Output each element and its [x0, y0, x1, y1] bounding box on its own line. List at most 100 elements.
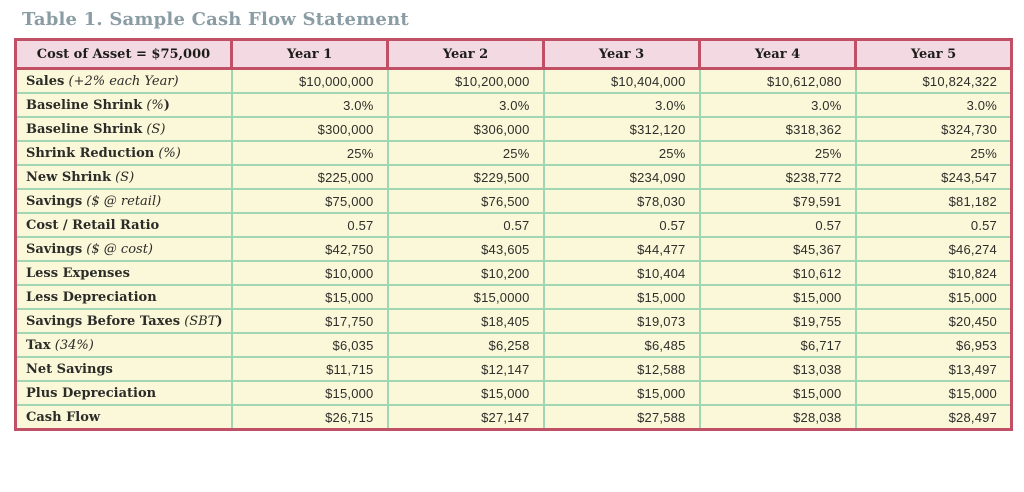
row-label: Savings ($ @ retail) — [14, 188, 233, 214]
cell-value: $10,824,322 — [854, 67, 1013, 94]
cell-value: $243,547 — [854, 164, 1013, 190]
header-cell-cost-of-asset: Cost of Asset = $75,000 — [14, 38, 233, 70]
cell-value: $28,497 — [854, 404, 1013, 431]
cell-value: $10,000,000 — [230, 67, 389, 94]
row-label: New Shrink (S) — [14, 164, 233, 190]
cell-value: $15,000 — [542, 284, 701, 310]
cell-value: $10,404 — [542, 260, 701, 286]
cell-value: $15,000 — [230, 380, 389, 406]
row-label: Cost / Retail Ratio — [14, 212, 233, 238]
cell-value: $10,200 — [386, 260, 545, 286]
cell-value: $12,588 — [542, 356, 701, 382]
cell-value: $15,000 — [698, 284, 857, 310]
cell-value: $28,038 — [698, 404, 857, 431]
cell-value: $6,485 — [542, 332, 701, 358]
cell-value: $45,367 — [698, 236, 857, 262]
row-label: Plus Depreciation — [14, 380, 233, 406]
header-cell-year-2: Year 2 — [386, 38, 545, 70]
cell-value: $19,073 — [542, 308, 701, 334]
cell-value: $79,591 — [698, 188, 857, 214]
table-body: Sales (+2% each Year) $10,000,000 $10,20… — [14, 67, 1013, 431]
row-label: Savings ($ @ cost) — [14, 236, 233, 262]
cell-value: $10,612 — [698, 260, 857, 286]
cell-value: 3.0% — [854, 92, 1013, 118]
cell-value: $15,0000 — [386, 284, 545, 310]
cell-value: $27,588 — [542, 404, 701, 431]
cell-value: $238,772 — [698, 164, 857, 190]
cell-value: $46,274 — [854, 236, 1013, 262]
cell-value: $6,035 — [230, 332, 389, 358]
table-row-plus-depreciation: Plus Depreciation $15,000 $15,000 $15,00… — [14, 380, 1013, 406]
cell-value: $78,030 — [542, 188, 701, 214]
cell-value: $13,497 — [854, 356, 1013, 382]
header-cell-year-3: Year 3 — [542, 38, 701, 70]
cell-value: $312,120 — [542, 116, 701, 142]
cell-value: $81,182 — [854, 188, 1013, 214]
cell-value: $42,750 — [230, 236, 389, 262]
cell-value: 0.57 — [698, 212, 857, 238]
cell-value: 25% — [854, 140, 1013, 166]
header-cell-year-4: Year 4 — [698, 38, 857, 70]
table-header: Cost of Asset = $75,000 Year 1 Year 2 Ye… — [14, 38, 1013, 70]
row-label: Tax (34%) — [14, 332, 233, 358]
cell-value: 3.0% — [542, 92, 701, 118]
cell-value: $15,000 — [854, 284, 1013, 310]
cell-value: 3.0% — [698, 92, 857, 118]
row-label: Baseline Shrink (S) — [14, 116, 233, 142]
cell-value: $10,824 — [854, 260, 1013, 286]
page-title: Table 1. Sample Cash Flow Statement — [22, 9, 409, 30]
cell-value: 25% — [698, 140, 857, 166]
table-row-savings-before-taxes: Savings Before Taxes (SBT) $17,750 $18,4… — [14, 308, 1013, 334]
cell-value: $17,750 — [230, 308, 389, 334]
table-row-net-savings: Net Savings $11,715 $12,147 $12,588 $13,… — [14, 356, 1013, 382]
header-cell-year-5: Year 5 — [854, 38, 1013, 70]
cell-value: $27,147 — [386, 404, 545, 431]
cell-value: $6,258 — [386, 332, 545, 358]
table-row-less-depreciation: Less Depreciation $15,000 $15,0000 $15,0… — [14, 284, 1013, 310]
header-row: Cost of Asset = $75,000 Year 1 Year 2 Ye… — [14, 38, 1013, 70]
cell-value: $18,405 — [386, 308, 545, 334]
cell-value: $10,612,080 — [698, 67, 857, 94]
cell-value: $19,755 — [698, 308, 857, 334]
cell-value: 25% — [386, 140, 545, 166]
cell-value: $324,730 — [854, 116, 1013, 142]
table-row-shrink-reduction: Shrink Reduction (%) 25% 25% 25% 25% 25% — [14, 140, 1013, 166]
row-label: Shrink Reduction (%) — [14, 140, 233, 166]
cell-value: $11,715 — [230, 356, 389, 382]
cell-value: $318,362 — [698, 116, 857, 142]
cell-value: 0.57 — [230, 212, 389, 238]
cell-value: $6,717 — [698, 332, 857, 358]
cell-value: $15,000 — [230, 284, 389, 310]
table-row-savings-cost: Savings ($ @ cost) $42,750 $43,605 $44,4… — [14, 236, 1013, 262]
table-row-new-shrink: New Shrink (S) $225,000 $229,500 $234,09… — [14, 164, 1013, 190]
cell-value: $15,000 — [542, 380, 701, 406]
row-label: Net Savings — [14, 356, 233, 382]
table-row-less-expenses: Less Expenses $10,000 $10,200 $10,404 $1… — [14, 260, 1013, 286]
row-label: Less Expenses — [14, 260, 233, 286]
table-row-baseline-shrink-dollars: Baseline Shrink (S) $300,000 $306,000 $3… — [14, 116, 1013, 142]
row-label: Sales (+2% each Year) — [14, 67, 233, 94]
cell-value: 0.57 — [854, 212, 1013, 238]
cell-value: $20,450 — [854, 308, 1013, 334]
row-label: Cash Flow — [14, 404, 233, 431]
row-label: Less Depreciation — [14, 284, 233, 310]
cell-value: $10,404,000 — [542, 67, 701, 94]
cell-value: $229,500 — [386, 164, 545, 190]
cell-value: 0.57 — [542, 212, 701, 238]
table-row-tax: Tax (34%) $6,035 $6,258 $6,485 $6,717 $6… — [14, 332, 1013, 358]
cell-value: 25% — [230, 140, 389, 166]
cell-value: $15,000 — [698, 380, 857, 406]
cell-value: 0.57 — [386, 212, 545, 238]
cell-value: $44,477 — [542, 236, 701, 262]
cell-value: $12,147 — [386, 356, 545, 382]
cash-flow-table: Cost of Asset = $75,000 Year 1 Year 2 Ye… — [14, 38, 1013, 431]
cell-value: $300,000 — [230, 116, 389, 142]
cell-value: $234,090 — [542, 164, 701, 190]
table-row-baseline-shrink-pct: Baseline Shrink (%) 3.0% 3.0% 3.0% 3.0% … — [14, 92, 1013, 118]
cell-value: 3.0% — [386, 92, 545, 118]
cell-value: $225,000 — [230, 164, 389, 190]
cell-value: $15,000 — [386, 380, 545, 406]
cell-value: $13,038 — [698, 356, 857, 382]
cell-value: $15,000 — [854, 380, 1013, 406]
row-label: Baseline Shrink (%) — [14, 92, 233, 118]
